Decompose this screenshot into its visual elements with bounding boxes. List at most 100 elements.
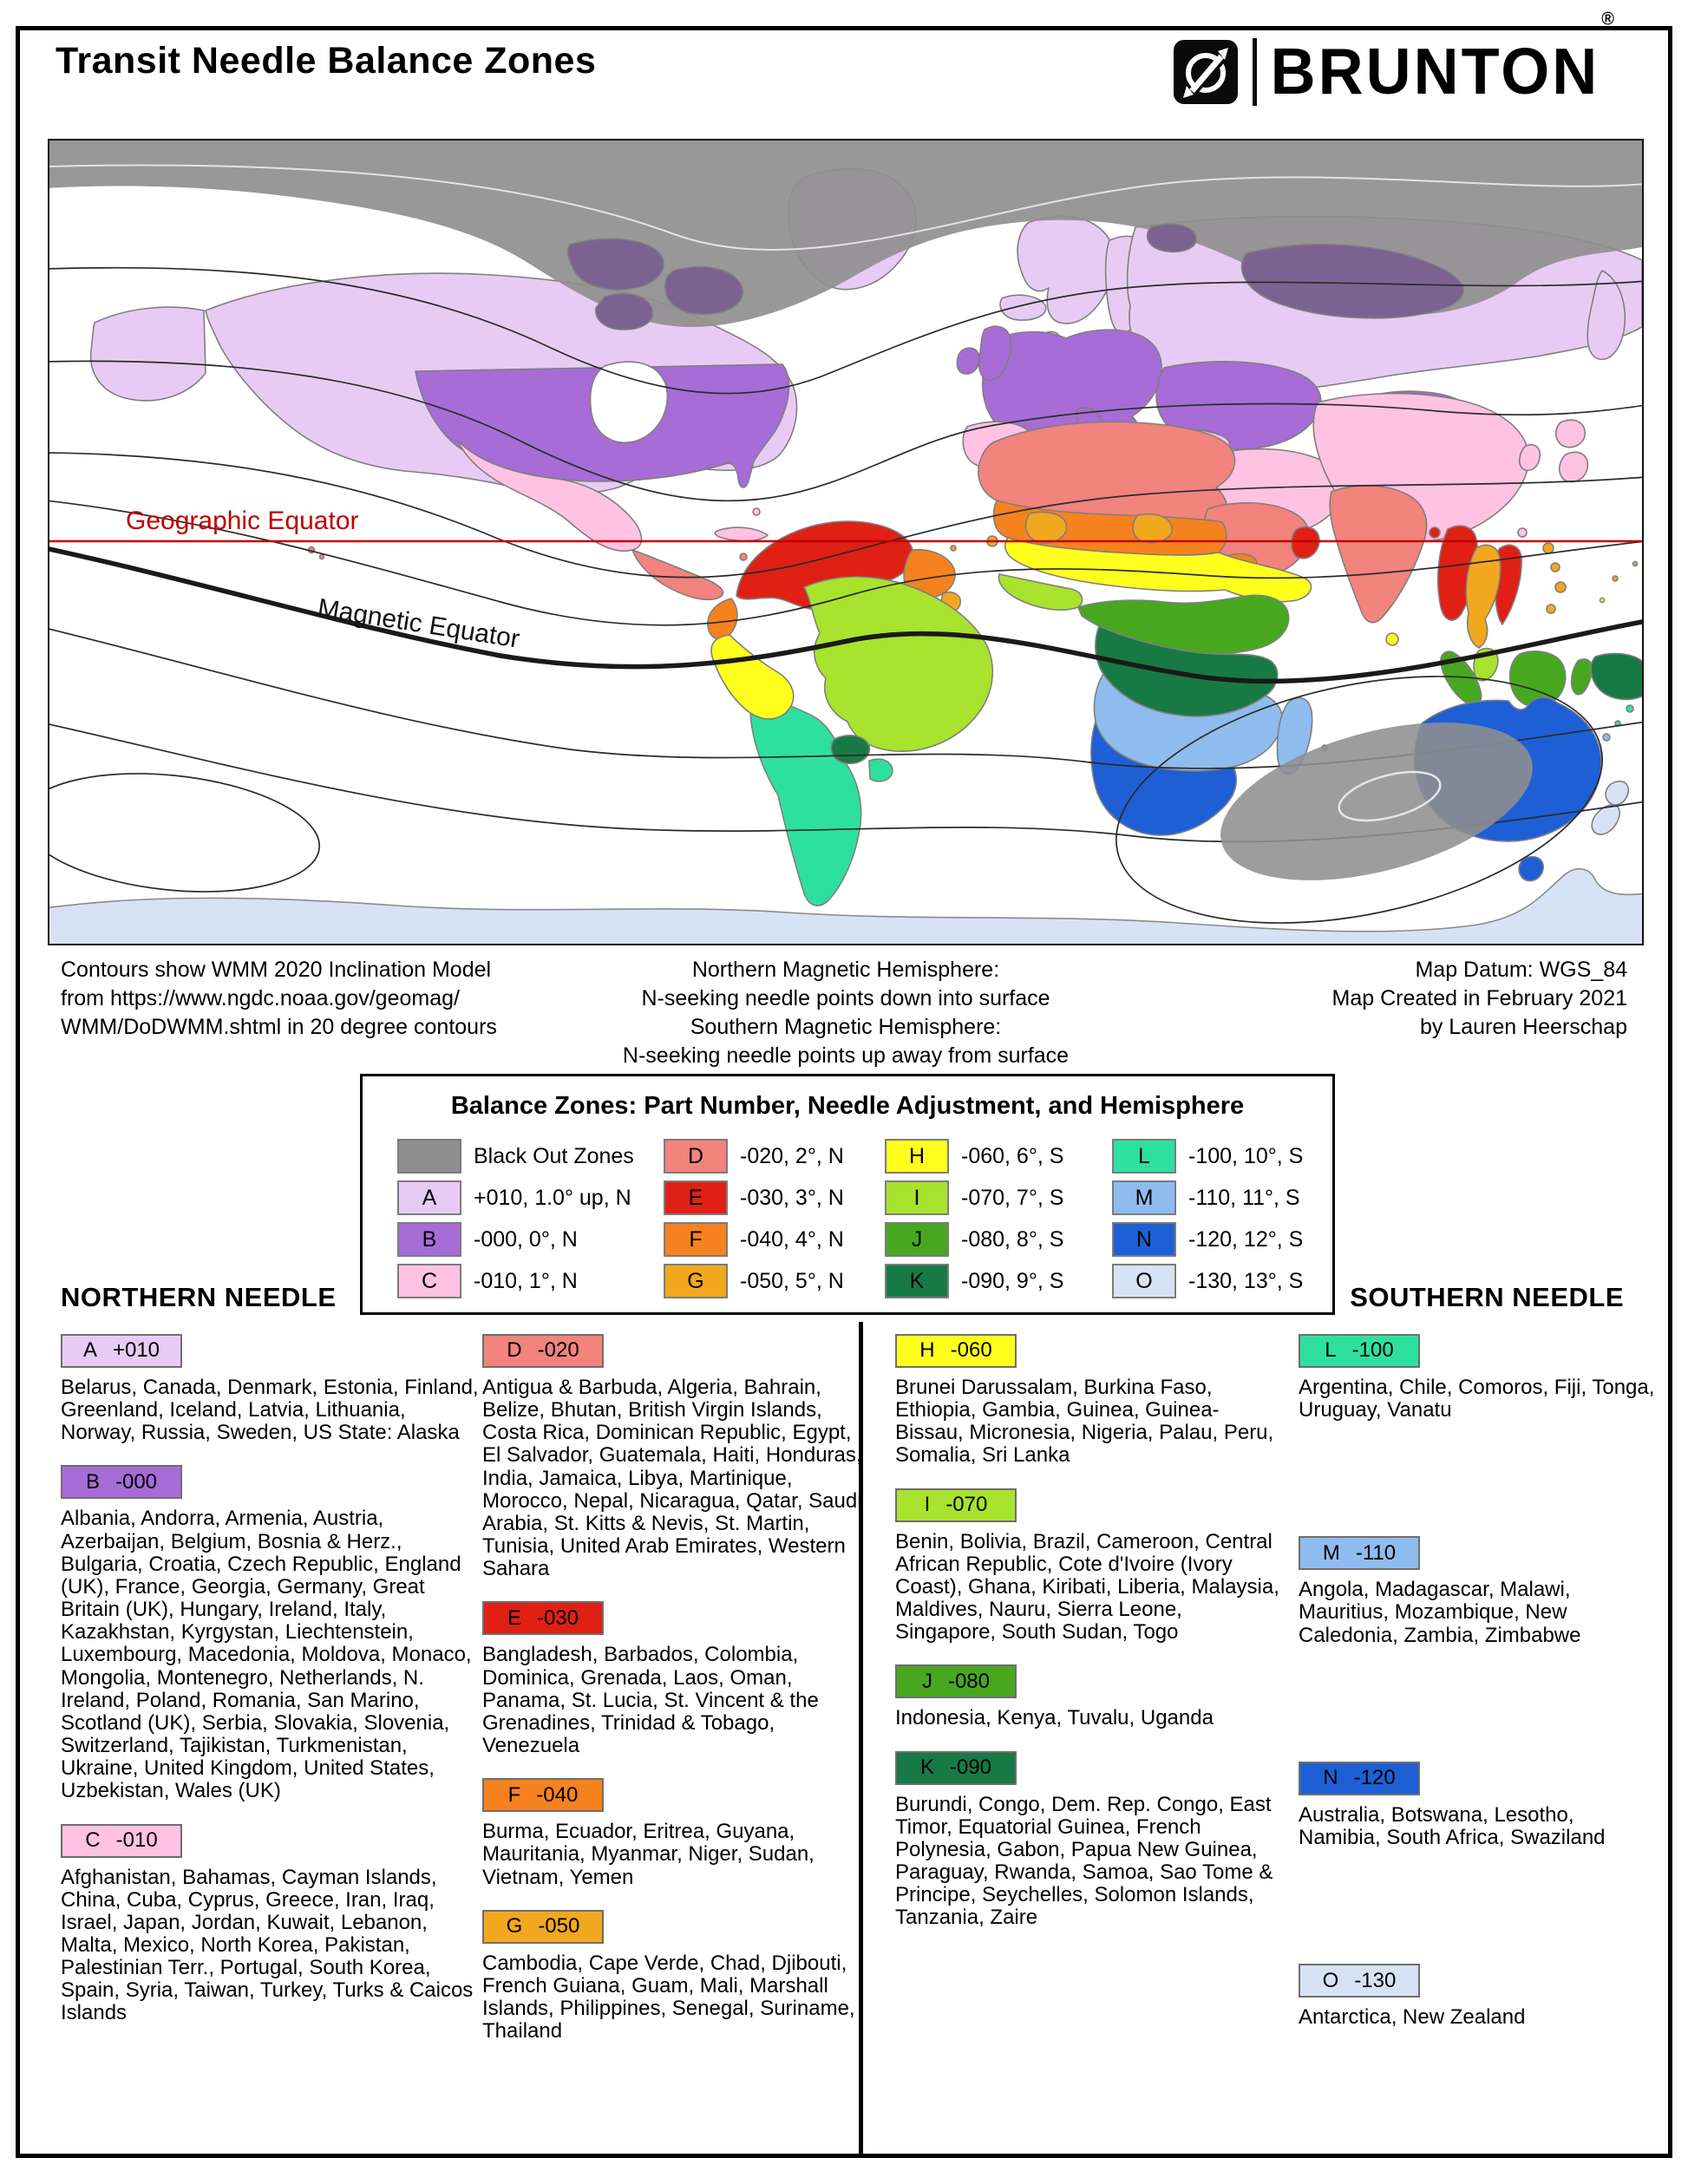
region-new-zealand-north [1605,781,1630,806]
zone-a-chip: A +010 [61,1334,182,1368]
legend-row-j: J -080, 8°, S [885,1219,1063,1260]
zone-d-swatch: D [664,1139,728,1174]
region-philippines-1 [1542,542,1554,554]
hudson-bay [589,361,669,444]
zone-code: -030 [536,1605,579,1630]
page-title: Transit Needle Balance Zones [56,40,597,82]
zone-h-countries: Brunei Darussalam, Burkina Faso, Ethiopi… [895,1376,1274,1468]
region-svalbard [1146,223,1197,253]
region-philippines-4 [1546,604,1556,614]
zone-code: -110 [1355,1540,1397,1565]
world-map: Geographic Equator Magnetic Equator [48,139,1644,945]
legend-label: +010, 1.0° up, N [474,1185,631,1210]
arctic-contour-white-1 [49,164,1642,251]
zone-g-swatch: G [664,1264,728,1298]
zone-o-lands [1591,781,1630,835]
zone-i-chip: I -070 [895,1488,1017,1522]
brunton-compass-icon [1173,40,1238,104]
registered-mark: ® [1601,9,1617,29]
zone-code: -040 [536,1782,579,1807]
zone-letter: L [1138,1143,1150,1168]
zone-letter: H [908,1143,926,1168]
region-guam [1612,575,1619,582]
northern-needle-heading: NORTHERN NEEDLE [61,1282,337,1312]
zone-c-countries: Afghanistan, Bahamas, Cayman Islands, Ch… [61,1865,474,2025]
zone-j-countries: Indonesia, Kenya, Tuvalu, Uganda [895,1706,1214,1730]
region-sri-lanka [1385,632,1399,646]
blackout-swatch [397,1139,461,1174]
legend-label: -010, 1°, N [474,1268,578,1293]
zone-letter: B [422,1226,437,1252]
region-iceland [999,294,1047,321]
note-line: N-seeking needle points up away from sur… [622,1043,1070,1068]
zone-n-countries: Australia, Botswana, Lesotho, Namibia, S… [1299,1802,1606,1849]
zone-n-chip: N -120 [1299,1761,1420,1795]
zone-m-countries: Angola, Madagascar, Malawi, Mauritius, M… [1299,1578,1581,1647]
hemisphere-note: Northern Magnetic Hemisphere: N-seeking … [520,956,1171,1070]
zone-letter: N [1135,1226,1153,1252]
region-sumatra [1440,651,1482,706]
magnetic-equator-line [49,546,1642,684]
zone-code: -090 [949,1755,992,1779]
region-southern-africa [1090,721,1237,836]
zone-letter: K [909,1268,925,1293]
zone-j-chip: J -080 [895,1664,1017,1699]
zone-b-chip: B -000 [61,1465,182,1500]
zone-letter: J [921,1669,932,1693]
zone-letter: O [1322,1968,1339,1992]
zone-code: +010 [112,1338,160,1363]
zone-code: -010 [115,1828,158,1852]
region-canadian-arctic-3 [595,292,654,330]
region-new-caledonia [1602,733,1611,742]
zone-letter: M [1322,1540,1340,1565]
contour-south-oval-outer [1116,676,1603,924]
legend-label: Black Out Zones [474,1143,634,1168]
region-canadian-arctic-2 [664,265,743,315]
region-scandinavia [1017,215,1116,324]
zone-code: -020 [537,1338,579,1363]
contour-plus80 [49,266,1642,395]
legend-label: -020, 2°, N [740,1143,844,1168]
region-ireland [956,347,980,375]
zone-l-swatch: L [1112,1139,1176,1174]
geographic-equator-label: Geographic Equator [126,507,359,535]
region-oman [1291,526,1320,559]
legend-row-k: K -090, 9°, S [885,1260,1063,1302]
zone-code: -050 [538,1914,580,1939]
arctic-islands [566,223,1464,330]
note-line: N-seeking needle points down into surfac… [641,986,1050,1010]
legend-row-h: H -060, 6°, S [885,1135,1063,1177]
zone-e-countries: Bangladesh, Barbados, Colombia, Dominica… [482,1643,819,1758]
zone-c-chip: C -010 [61,1823,182,1858]
note-line: Map Datum: WGS_84 [1415,958,1627,982]
legend-title: Balance Zones: Part Number, Needle Adjus… [450,1092,1245,1120]
zone-letter: O [1135,1268,1153,1293]
legend-label: -000, 0°, N [474,1226,578,1252]
legend-label: -060, 6°, S [961,1143,1064,1168]
legend-label: -040, 4°, N [740,1226,844,1252]
balance-zones-legend: Balance Zones: Part Number, Needle Adjus… [360,1074,1335,1315]
zone-letter: I [924,1493,931,1517]
note-line: by Lauren Heerschap [1419,1015,1627,1039]
zone-letter: K [919,1755,934,1779]
list-column-abc: A +010 Belarus, Canada, Denmark, Estonia,… [61,1334,479,2046]
legend-row-g: G -050, 5°, N [664,1260,844,1302]
zone-letter: G [687,1268,704,1293]
region-central-america [631,549,724,601]
zone-d-chip: D -020 [482,1334,604,1368]
zone-code: -100 [1351,1338,1394,1363]
zone-letter: H [919,1338,935,1363]
zone-b-swatch: B [397,1222,461,1257]
region-guyana [903,548,956,599]
zone-k-countries: Burundi, Congo, Dem. Rep. Congo, East Ti… [895,1792,1273,1930]
note-line: Contours show WMM 2020 Inclination Model [61,958,492,982]
zone-g-lands [939,511,1639,649]
legend-column-2: D -020, 2°, N E -030, 3°, N F -040, 4°, … [664,1135,844,1302]
region-philippines-3 [1554,581,1567,593]
zone-i-swatch: I [885,1180,949,1215]
note-line: Northern Magnetic Hemisphere: [691,958,1000,982]
zone-letter: G [506,1914,523,1939]
note-line: Southern Magnetic Hemisphere: [690,1015,1002,1039]
contour-plus20 [49,500,1642,626]
